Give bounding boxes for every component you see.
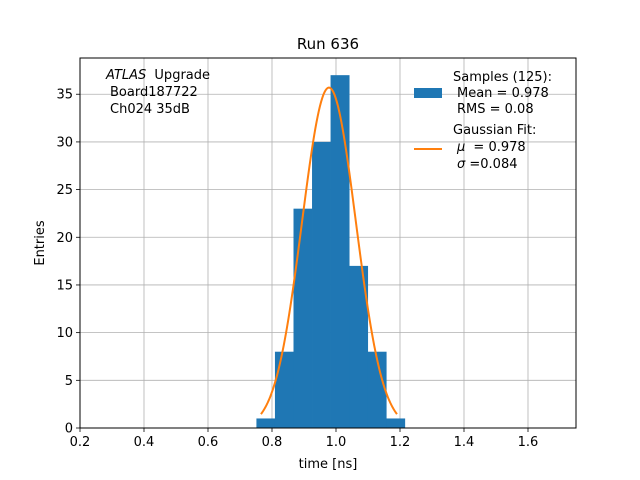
histogram-bar xyxy=(293,208,313,428)
histogram-bar xyxy=(330,75,350,428)
x-tick-label: 0.4 xyxy=(134,435,155,450)
annotation-upgrade: Upgrade xyxy=(154,68,210,83)
y-tick-label: 25 xyxy=(56,183,73,198)
y-tick-label: 35 xyxy=(56,88,73,103)
x-axis-ticks: 0.2 0.4 0.6 0.8 1.0 1.2 1.4 1.6 xyxy=(70,428,539,450)
histogram-bar xyxy=(256,418,276,428)
y-tick-label: 10 xyxy=(56,326,73,341)
y-tick-label: 30 xyxy=(56,135,73,150)
y-tick-label: 15 xyxy=(56,278,73,293)
histogram-bar xyxy=(274,351,294,428)
y-axis-ticks: 0 5 10 15 20 25 30 35 xyxy=(56,88,80,437)
histogram-bars xyxy=(256,75,406,428)
legend-fit-mu-line: μ = 0.978 xyxy=(456,140,526,155)
histogram-bar xyxy=(312,141,331,428)
histogram-bar xyxy=(367,351,387,428)
x-tick-label: 1.0 xyxy=(326,435,347,450)
x-tick-label: 1.6 xyxy=(518,435,539,450)
annotation-channel: Ch024 35dB xyxy=(110,102,190,117)
x-tick-label: 1.4 xyxy=(454,435,475,450)
legend: Samples (125): Mean = 0.978 RMS = 0.08 G… xyxy=(414,70,552,172)
legend-sigma-symbol: σ xyxy=(457,157,466,172)
y-tick-label: 5 xyxy=(65,374,73,389)
annotation-atlas-line: ATLAS Upgrade xyxy=(105,68,210,83)
y-axis-label: Entries xyxy=(33,220,48,266)
plot-frame xyxy=(79,57,577,429)
legend-mu-symbol: μ xyxy=(456,140,465,155)
legend-samples-swatch xyxy=(414,88,442,98)
gaussian-fit-curve xyxy=(260,86,398,415)
x-tick-label: 0.2 xyxy=(70,435,91,450)
histogram-bar xyxy=(386,418,406,428)
annotation-atlas: ATLAS xyxy=(105,68,146,83)
legend-samples-rms: RMS = 0.08 xyxy=(457,102,534,117)
annotation-board: Board187722 xyxy=(110,85,198,100)
x-tick-label: 1.2 xyxy=(390,435,411,450)
y-tick-label: 20 xyxy=(56,231,73,246)
histogram-bar xyxy=(349,265,369,428)
legend-samples-title: Samples (125): xyxy=(453,70,552,85)
chart-title: Run 636 xyxy=(297,35,359,53)
legend-samples-mean: Mean = 0.978 xyxy=(457,86,549,101)
gaussian-fit xyxy=(260,86,398,415)
legend-fit-mu: = 0.978 xyxy=(473,140,525,155)
x-axis-label: time [ns] xyxy=(299,457,358,472)
legend-fit-title: Gaussian Fit: xyxy=(453,123,536,138)
legend-fit-sigma-line: σ =0.084 xyxy=(457,157,518,172)
legend-fit-sigma: =0.084 xyxy=(469,157,517,172)
y-tick-label: 0 xyxy=(65,422,73,437)
x-tick-label: 0.6 xyxy=(198,435,219,450)
annotation-box: ATLAS Upgrade Board187722 Ch024 35dB xyxy=(105,68,210,117)
x-tick-label: 0.8 xyxy=(262,435,283,450)
